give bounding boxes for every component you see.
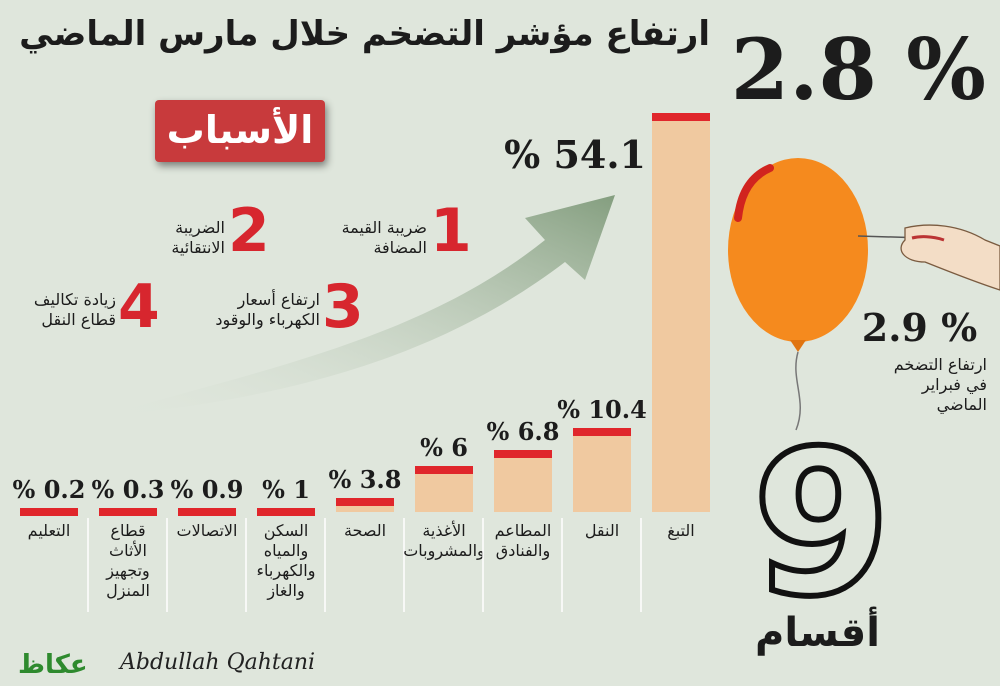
february-value: 2.9 % xyxy=(861,305,978,350)
sections-label: أقسام xyxy=(755,610,880,656)
reason-2-number: 2 xyxy=(228,196,270,266)
category-label-6: المطاعم والفنادق xyxy=(495,521,552,561)
balloon-icon xyxy=(728,158,868,431)
reason-3-number: 3 xyxy=(322,272,364,342)
bar-8 xyxy=(652,117,710,512)
growth-arrow-icon xyxy=(95,195,615,418)
bar-7 xyxy=(573,432,631,512)
bar-4 xyxy=(336,502,394,512)
bar-cap-5 xyxy=(415,466,473,474)
reason-4-text: زيادة تكاليف قطاع النقل xyxy=(33,290,116,329)
bar-cap-8 xyxy=(652,113,710,121)
february-label: ارتفاع التضخم في فبراير الماضي xyxy=(893,355,987,414)
value-label-0: % 0.2 xyxy=(13,475,86,504)
reason-4-number: 4 xyxy=(118,272,160,342)
category-label-0: التعليم xyxy=(28,521,71,540)
value-label-7: % 10.4 xyxy=(557,395,647,424)
category-label-8: التبغ xyxy=(667,521,695,541)
bar-cap-7 xyxy=(573,428,631,436)
value-label-4: % 3.8 xyxy=(329,465,402,494)
value-label-5: % 6 xyxy=(420,433,468,462)
headline: ارتفاع مؤشر التضخم خلال مارس الماضي xyxy=(19,14,710,54)
headline-value: 2.8 % xyxy=(730,20,986,119)
bar-cap-4 xyxy=(336,498,394,506)
bar-cap-6 xyxy=(494,450,552,458)
reason-1-number: 1 xyxy=(430,196,472,266)
category-label-2: الاتصالات xyxy=(177,521,238,540)
category-label-3: السكن والمياه والكهرباء والغاز xyxy=(257,521,316,601)
artist-signature: Abdullah Qahtani xyxy=(120,650,316,675)
category-label-5: الأغذية والمشروبات xyxy=(403,520,485,561)
bar-cap-2 xyxy=(178,508,236,516)
bars-layer: % 0.2 التعليم % 0.3 قطاع الأثاث وتجهيز المنزل%… xyxy=(13,113,710,612)
value-label-2: % 0.9 xyxy=(171,475,244,504)
okaz-logo: عكاظ xyxy=(18,650,88,680)
bar-cap-0 xyxy=(20,508,78,516)
reason-2-text: الضريبة الانتقائية xyxy=(171,218,225,257)
value-label-1: % 0.3 xyxy=(92,475,165,504)
hand-needle-icon xyxy=(857,224,1000,291)
value-label-6: % 6.8 xyxy=(487,417,560,446)
bar-6 xyxy=(494,454,552,512)
bar-cap-1 xyxy=(99,508,157,516)
bar-cap-3 xyxy=(257,508,315,516)
value-label-3: % 1 xyxy=(262,475,310,504)
value-label-8: % 54.1 xyxy=(504,132,646,177)
sections-count: 9 xyxy=(749,408,894,641)
reason-3-text: ارتفاع أسعار الكهرباء والوقود xyxy=(215,290,320,329)
category-label-4: الصحة xyxy=(344,521,386,540)
bar-5 xyxy=(415,470,473,512)
reason-1-text: ضريبة القيمة المضافة xyxy=(341,218,427,257)
category-label-1: قطاع الأثاث وتجهيز المنزل xyxy=(105,521,150,601)
reasons-title: الأسباب xyxy=(155,100,325,162)
category-label-7: النقل xyxy=(585,521,619,540)
